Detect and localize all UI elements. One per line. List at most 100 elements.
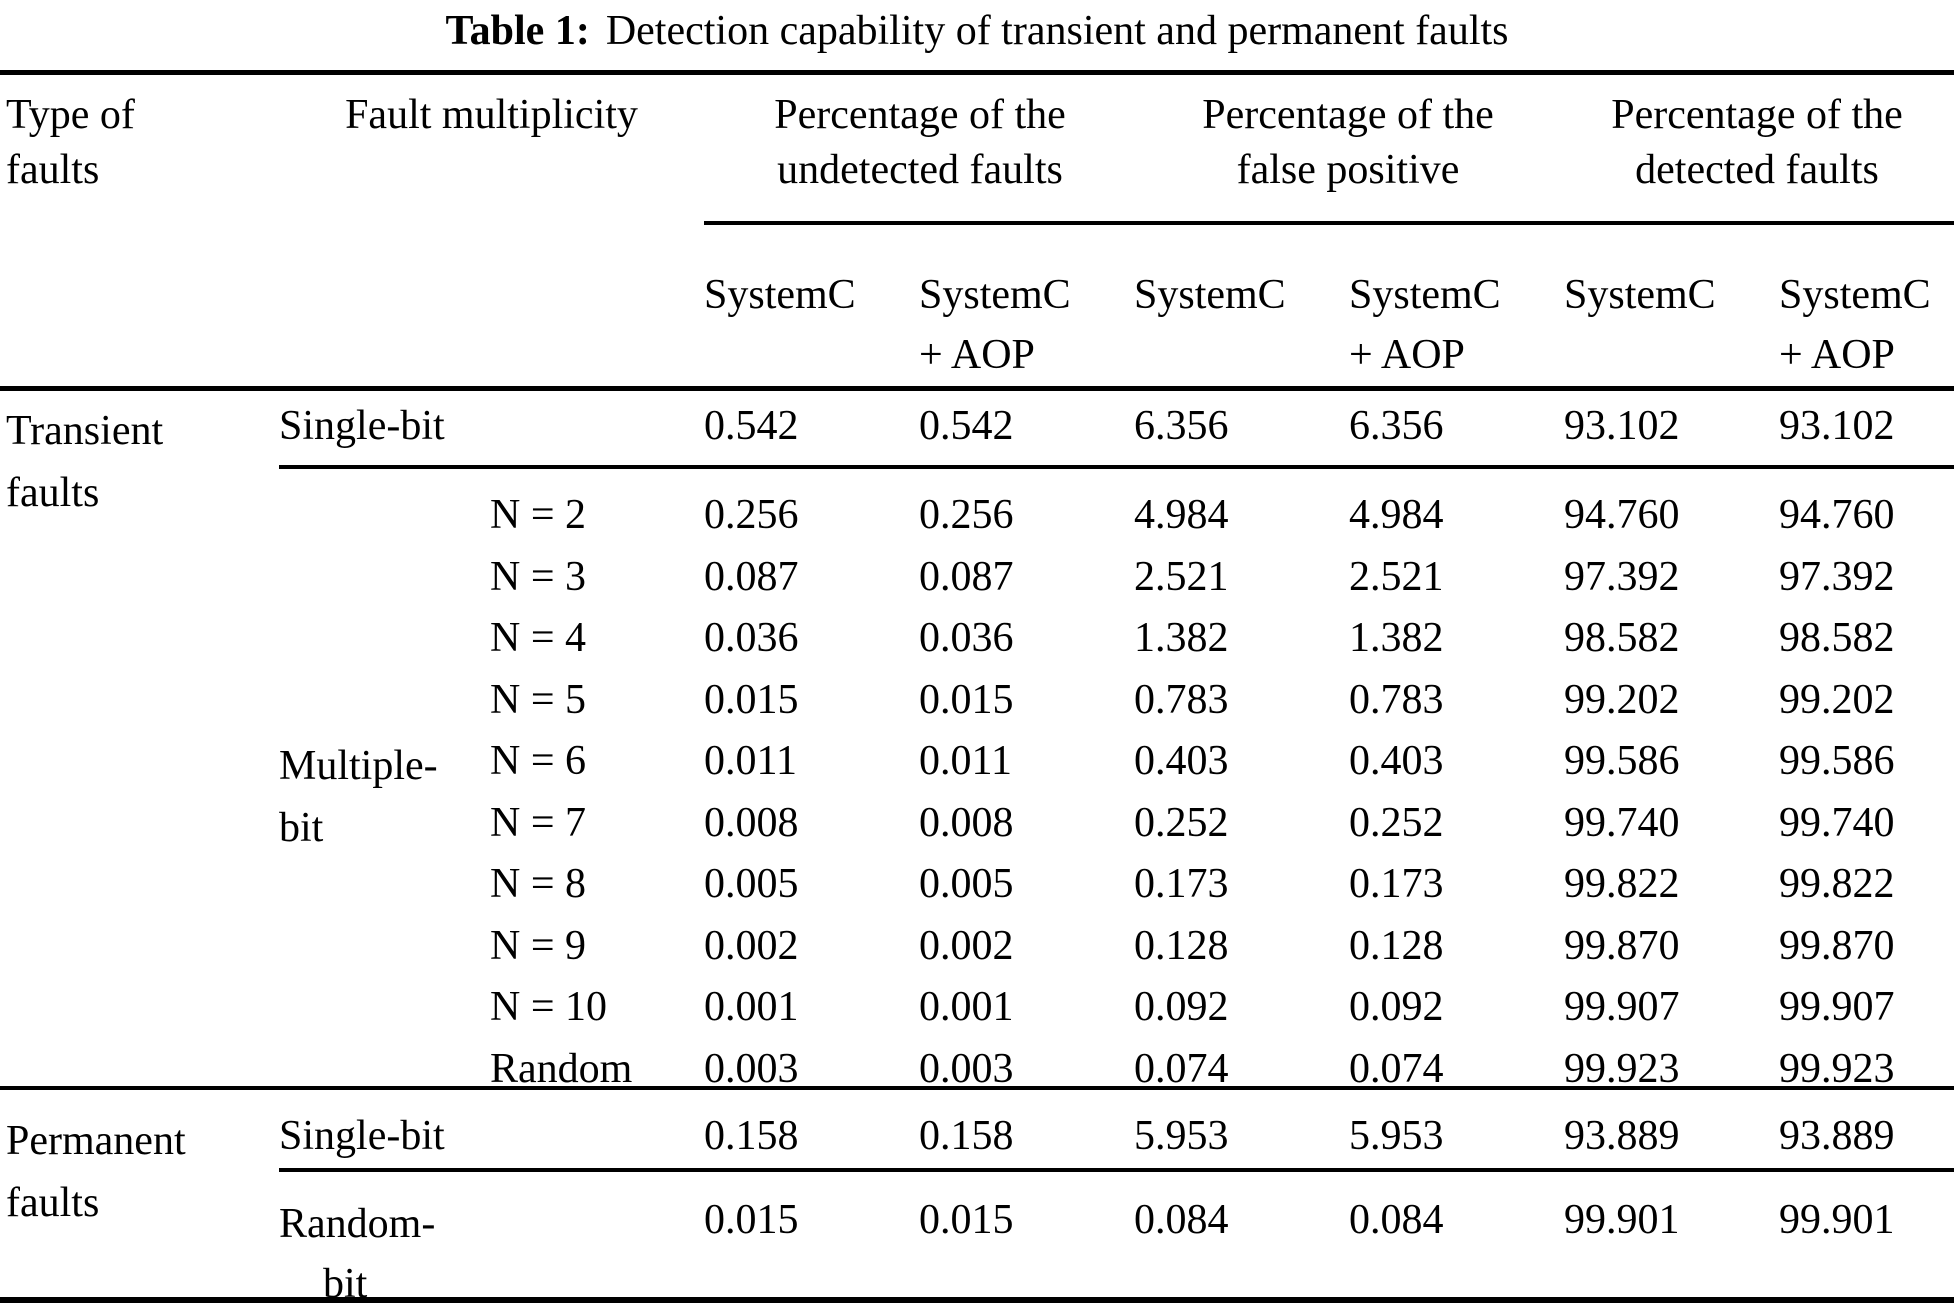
- n-label: N = 3: [490, 554, 587, 600]
- spacer-cell: [0, 735, 279, 787]
- section-label-line2: faults: [6, 1180, 100, 1226]
- spacer-cell: [0, 920, 279, 972]
- spacer-cell: [0, 1043, 279, 1095]
- rule-under-group-headers: [704, 221, 1954, 225]
- value-cell: 4.984: [1134, 492, 1229, 538]
- fault-multiplicity-label: [279, 612, 490, 664]
- value-cell: 97.392: [1779, 554, 1895, 600]
- header-type-of-faults-line2: faults: [6, 147, 100, 193]
- header-false-positive-systemc: SystemC: [1134, 272, 1286, 318]
- n-label: [490, 400, 704, 452]
- value-cell: 0.074: [1349, 1046, 1444, 1092]
- value-cell: 0.003: [919, 1046, 1014, 1092]
- value-cell: 1.382: [1134, 615, 1229, 661]
- value-cell: 99.202: [1564, 677, 1680, 723]
- value-cell: 0.542: [704, 403, 799, 449]
- value-cell: 0.008: [704, 800, 799, 846]
- spacer-cell: [0, 265, 279, 385]
- header-tool-line2: + AOP: [919, 332, 1035, 378]
- spacer-cell: [0, 551, 279, 603]
- fault-multiplicity-label: [279, 1043, 490, 1095]
- group-label-multiple-bit: Multiple- bit: [279, 735, 438, 859]
- value-cell: 0.005: [919, 861, 1014, 907]
- section-label-transient-faults: Transient faults: [6, 400, 163, 524]
- value-cell: 5.953: [1349, 1113, 1444, 1159]
- value-cell: 99.907: [1779, 984, 1895, 1030]
- table-caption-text: Detection capability of transient and pe…: [605, 8, 1509, 54]
- value-cell: 99.901: [1779, 1197, 1895, 1243]
- row-n4: N = 4 0.036 0.036 1.382 1.382 98.582 98.…: [0, 612, 1954, 664]
- header-tool-line1: SystemC: [1349, 272, 1501, 318]
- row-transient-single-bit: Single-bit 0.542 0.542 6.356 6.356 93.10…: [0, 400, 1954, 452]
- value-cell: 0.403: [1349, 738, 1444, 784]
- n-label: [490, 1194, 704, 1308]
- row-n8: N = 8 0.005 0.005 0.173 0.173 99.822 99.…: [0, 858, 1954, 910]
- value-cell: 99.822: [1564, 861, 1680, 907]
- header-detected-systemc-aop: SystemC + AOP: [1779, 265, 1954, 385]
- value-cell: 99.586: [1564, 738, 1680, 784]
- fault-multiplicity-label-line1: Random-: [279, 1201, 436, 1247]
- value-cell: 0.011: [704, 738, 797, 784]
- spacer-cell: [0, 489, 279, 541]
- fault-multiplicity-label-line2: bit: [323, 1261, 368, 1307]
- value-cell: 99.202: [1779, 677, 1895, 723]
- n-label: N = 6: [490, 738, 587, 784]
- value-cell: 0.003: [704, 1046, 799, 1092]
- value-cell: 0.128: [1134, 923, 1229, 969]
- n-label: N = 9: [490, 923, 587, 969]
- value-cell: 0.173: [1349, 861, 1444, 907]
- row-n6: N = 6 0.011 0.011 0.403 0.403 99.586 99.…: [0, 735, 1954, 787]
- value-cell: 1.382: [1349, 615, 1444, 661]
- n-label: Random: [490, 1046, 633, 1092]
- header-detected-systemc: SystemC: [1564, 272, 1716, 318]
- tool-header-row: SystemC SystemC + AOP SystemC SystemC + …: [0, 265, 1954, 385]
- spacer-cell: [0, 797, 279, 849]
- fault-multiplicity-label: [279, 981, 490, 1033]
- value-cell: 99.870: [1779, 923, 1895, 969]
- value-cell: 0.256: [704, 492, 799, 538]
- value-cell: 0.084: [1349, 1197, 1444, 1243]
- n-label: N = 2: [490, 492, 587, 538]
- group-label-line1: Multiple-: [279, 743, 438, 789]
- value-cell: 0.783: [1349, 677, 1444, 723]
- value-cell: 99.740: [1564, 800, 1680, 846]
- section-label-line1: Permanent: [6, 1118, 186, 1164]
- value-cell: 0.084: [1134, 1197, 1229, 1243]
- fault-multiplicity-label: Single-bit: [279, 1113, 445, 1159]
- value-cell: 0.008: [919, 800, 1014, 846]
- value-cell: 93.889: [1779, 1113, 1895, 1159]
- value-cell: 94.760: [1779, 492, 1895, 538]
- value-cell: 4.984: [1349, 492, 1444, 538]
- spacer-cell: [279, 265, 490, 385]
- value-cell: 0.001: [919, 984, 1014, 1030]
- header-group-undetected-faults: Percentage of the undetected faults: [704, 88, 1136, 198]
- header-tool-line2: + AOP: [1349, 332, 1465, 378]
- section-label-permanent-faults: Permanent faults: [6, 1110, 186, 1234]
- value-cell: 99.822: [1779, 861, 1895, 907]
- value-cell: 97.392: [1564, 554, 1680, 600]
- n-label: N = 4: [490, 615, 587, 661]
- spacer-cell: [0, 981, 279, 1033]
- spacer-cell: [490, 265, 704, 385]
- value-cell: 0.087: [919, 554, 1014, 600]
- group-label-line2: bit: [279, 805, 324, 851]
- value-cell: 93.102: [1779, 403, 1895, 449]
- value-cell: 98.582: [1779, 615, 1895, 661]
- row-n9: N = 9 0.002 0.002 0.128 0.128 99.870 99.…: [0, 920, 1954, 972]
- fault-multiplicity-label: [279, 674, 490, 726]
- value-cell: 0.158: [919, 1113, 1014, 1159]
- value-cell: 0.001: [704, 984, 799, 1030]
- value-cell: 99.907: [1564, 984, 1680, 1030]
- row-n10: N = 10 0.001 0.001 0.092 0.092 99.907 99…: [0, 981, 1954, 1033]
- value-cell: 98.582: [1564, 615, 1680, 661]
- header-group-detected-faults: Percentage of the detected faults: [1560, 88, 1954, 198]
- value-cell: 0.252: [1134, 800, 1229, 846]
- n-label: N = 7: [490, 800, 587, 846]
- value-cell: 0.252: [1349, 800, 1444, 846]
- value-cell: 0.158: [704, 1113, 799, 1159]
- value-cell: 6.356: [1349, 403, 1444, 449]
- n-label: N = 10: [490, 984, 608, 1030]
- value-cell: 0.015: [704, 1197, 799, 1243]
- fault-multiplicity-label: [279, 858, 490, 910]
